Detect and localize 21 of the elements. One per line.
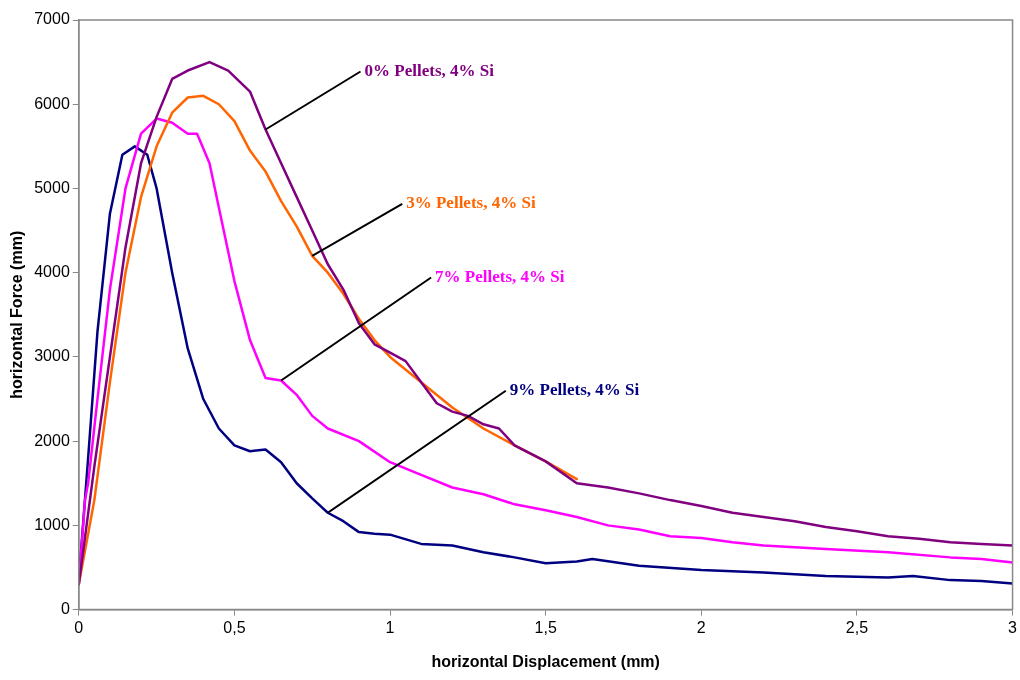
y-tick-label: 3000 [34,347,70,365]
x-tick-label: 1,5 [534,618,557,636]
x-tick-label: 1 [385,618,395,636]
x-tick-label: 2,5 [845,618,869,636]
y-tick-label: 5000 [34,178,70,196]
y-tick-label: 2000 [34,431,70,449]
text: 9% Pellets, 4% Si [509,380,640,400]
y-tick-label: 7000 [34,10,70,28]
text: 3% Pellets, 4% Si [406,193,536,213]
y-tick-label: 0 [60,600,70,618]
x-tick-label: 2 [696,618,706,636]
x-tick-label: 3 [1008,618,1018,636]
x-tick-label: 0,5 [223,618,246,636]
y-tick-label: 1000 [34,515,70,533]
x-tick-label: 0 [74,618,84,636]
y-axis-title: horizontal Force (mm) [8,230,26,399]
y-tick-label: 4000 [34,263,70,281]
y-tick-label: 6000 [34,94,70,112]
text: 0% Pellets, 4% Si [364,60,495,80]
x-axis-title: horizontal Displacement (mm) [431,652,660,670]
text: 7% Pellets, 4% Si [435,266,565,286]
